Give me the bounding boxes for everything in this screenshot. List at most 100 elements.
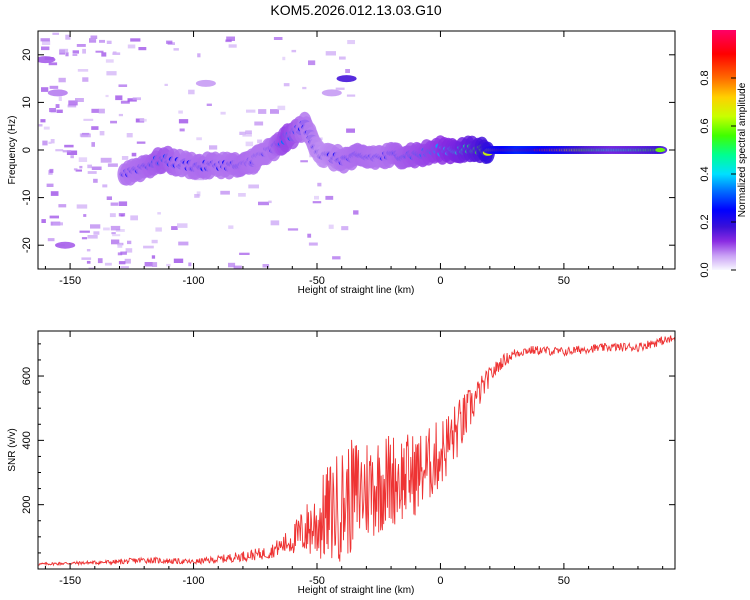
- colorbar-tick-label: 0.6: [699, 118, 711, 133]
- heatmap-speckle: [112, 234, 121, 237]
- heatmap-speckle: [89, 38, 97, 43]
- heatmap-speckle: [173, 48, 179, 51]
- heatmap-speckle: [49, 168, 54, 173]
- heatmap-feature: [336, 75, 357, 83]
- heatmap-speckle: [115, 95, 123, 101]
- heatmap-speckle: [112, 52, 121, 55]
- colorbar-tick-label: 0.8: [699, 70, 711, 85]
- heatmap-speckle: [112, 51, 117, 54]
- heatmap-speckle: [127, 44, 136, 49]
- heatmap-speckle: [152, 262, 158, 267]
- heatmap-speckle: [130, 215, 138, 221]
- heatmap-speckle: [101, 52, 107, 57]
- snr-x-tick-label: 50: [558, 575, 570, 587]
- heatmap-speckle: [196, 137, 202, 141]
- heatmap-x-tick-label: -150: [59, 275, 81, 287]
- heatmap-speckle: [46, 183, 54, 187]
- heatmap-speckle: [50, 191, 59, 196]
- heatmap-speckle: [66, 150, 78, 155]
- heatmap-speckle: [166, 263, 171, 267]
- heatmap-y-tick-label: 20: [21, 49, 33, 61]
- heatmap-speckle: [68, 100, 78, 106]
- heatmap-speckle: [143, 245, 154, 249]
- heatmap-speckle: [95, 50, 104, 53]
- heatmap-speckle: [88, 267, 95, 269]
- heatmap-speckle: [239, 252, 250, 255]
- heatmap-speckle: [41, 46, 50, 51]
- heatmap-speckle: [115, 229, 125, 232]
- heatmap-speckle: [41, 219, 46, 223]
- heatmap-speckle: [117, 243, 123, 248]
- colorbar: 0.0 0.2 0.4 0.6 0.8 Normalized spectral ampl…: [699, 30, 748, 278]
- heatmap-speckle: [106, 196, 112, 200]
- heatmap-speckle: [345, 69, 350, 73]
- heatmap-speckle: [110, 202, 119, 206]
- heatmap-speckle: [130, 38, 141, 42]
- heatmap-speckle: [76, 204, 88, 209]
- heatmap-speckle: [117, 252, 123, 256]
- heatmap-feature: [47, 89, 68, 97]
- heatmap-speckle: [188, 262, 192, 267]
- heatmap-speckle: [325, 51, 336, 56]
- heatmap-speckle: [67, 104, 77, 108]
- heatmap-speckle: [314, 195, 319, 200]
- heatmap-cell: [655, 147, 666, 153]
- heatmap-speckle: [98, 108, 105, 114]
- heatmap-speckle: [317, 182, 322, 187]
- heatmap-speckle: [291, 49, 297, 53]
- heatmap-marks: [38, 32, 668, 269]
- heatmap-speckle: [64, 144, 74, 148]
- heatmap-speckle: [166, 40, 173, 44]
- heatmap-speckle: [127, 98, 137, 102]
- heatmap-speckle: [346, 94, 356, 97]
- heatmap-speckle: [178, 119, 189, 124]
- heatmap-speckle: [111, 239, 120, 245]
- colorbar-tick-label: 0.4: [699, 166, 711, 181]
- heatmap-x-tick-label: -50: [309, 275, 325, 287]
- heatmap-speckle: [196, 191, 201, 197]
- heatmap-speckle: [151, 239, 158, 244]
- heatmap-speckle: [62, 150, 72, 153]
- heatmap-speckle: [307, 233, 312, 238]
- heatmap-speckle: [283, 83, 290, 87]
- heatmap-speckle: [194, 194, 200, 198]
- heatmap-speckle: [287, 228, 299, 231]
- heatmap-speckle: [346, 128, 355, 133]
- heatmap-speckle: [79, 230, 90, 233]
- heatmap-speckle: [335, 87, 345, 90]
- heatmap-speckle: [220, 111, 226, 115]
- heatmap-speckle: [339, 56, 346, 60]
- heatmap-speckle: [40, 38, 50, 42]
- heatmap-speckle: [75, 169, 82, 172]
- heatmap-speckle: [248, 184, 259, 189]
- heatmap-speckle: [136, 141, 146, 144]
- snr-x-tick-label: -100: [183, 575, 205, 587]
- heatmap-feature: [38, 56, 56, 64]
- heatmap-speckle: [225, 39, 232, 43]
- heatmap-speckle: [132, 97, 141, 101]
- heatmap-speckle: [226, 36, 235, 41]
- heatmap-speckle: [277, 105, 286, 111]
- heatmap-speckle: [268, 200, 272, 204]
- heatmap-speckle: [120, 251, 127, 255]
- snr-x-tick-label: 0: [437, 575, 443, 587]
- heatmap-speckle: [65, 52, 69, 57]
- heatmap-speckle: [341, 226, 349, 231]
- heatmap-speckle: [87, 235, 98, 239]
- snr-y-axis-label: SNR (v/v): [7, 428, 18, 471]
- heatmap-speckle: [81, 237, 88, 240]
- heatmap-speckle: [270, 109, 279, 114]
- heatmap-speckle: [55, 104, 60, 108]
- heatmap-feature: [195, 79, 216, 87]
- heatmap-speckle: [41, 87, 49, 92]
- heatmap-speckle: [138, 47, 147, 51]
- heatmap-speckle: [120, 266, 129, 269]
- heatmap-speckle: [91, 142, 95, 147]
- heatmap-speckle: [87, 164, 92, 169]
- heatmap-speckle: [65, 34, 71, 40]
- heatmap-speckle: [104, 262, 112, 266]
- heatmap-speckle: [151, 255, 156, 259]
- snr-y-tick-label: 600: [21, 367, 33, 385]
- heatmap-speckle: [118, 201, 128, 206]
- heatmap-speckle: [43, 126, 50, 130]
